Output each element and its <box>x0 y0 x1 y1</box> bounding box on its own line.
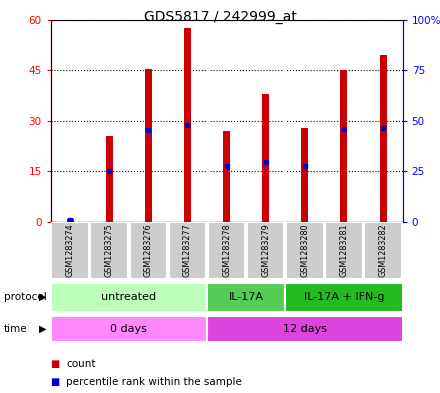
Text: untreated: untreated <box>101 292 156 302</box>
Text: GSM1283274: GSM1283274 <box>66 224 75 277</box>
Bar <box>380 55 387 222</box>
Bar <box>286 222 323 279</box>
Bar <box>341 70 348 222</box>
Text: GDS5817 / 242999_at: GDS5817 / 242999_at <box>143 10 297 24</box>
Text: GSM1283277: GSM1283277 <box>183 224 192 277</box>
Bar <box>247 222 285 279</box>
Text: ■: ■ <box>51 358 60 369</box>
Text: time: time <box>4 324 27 334</box>
Bar <box>364 222 402 279</box>
Text: GSM1283281: GSM1283281 <box>339 224 348 277</box>
Bar <box>207 283 285 312</box>
Bar <box>301 128 308 222</box>
Text: GSM1283276: GSM1283276 <box>144 224 153 277</box>
Bar <box>223 131 230 222</box>
Bar <box>184 28 191 222</box>
Bar <box>51 222 89 279</box>
Text: 0 days: 0 days <box>110 324 147 334</box>
Bar <box>208 222 246 279</box>
Text: GSM1283279: GSM1283279 <box>261 224 270 277</box>
Text: GSM1283275: GSM1283275 <box>105 224 114 277</box>
Bar <box>51 316 207 342</box>
Text: GSM1283278: GSM1283278 <box>222 224 231 277</box>
Text: count: count <box>66 358 95 369</box>
Text: 12 days: 12 days <box>283 324 327 334</box>
Text: percentile rank within the sample: percentile rank within the sample <box>66 377 242 387</box>
Bar <box>106 136 113 222</box>
Bar <box>207 316 403 342</box>
Text: ▶: ▶ <box>39 324 46 334</box>
Bar <box>66 219 73 222</box>
Text: ▶: ▶ <box>39 292 46 302</box>
Bar <box>285 283 403 312</box>
Text: GSM1283282: GSM1283282 <box>378 224 388 277</box>
Bar <box>130 222 167 279</box>
Bar <box>145 68 152 222</box>
Text: ■: ■ <box>51 377 60 387</box>
Bar <box>91 222 128 279</box>
Text: GSM1283280: GSM1283280 <box>301 224 309 277</box>
Bar <box>262 94 269 222</box>
Text: IL-17A: IL-17A <box>229 292 264 302</box>
Bar <box>51 283 207 312</box>
Bar <box>169 222 206 279</box>
Text: IL-17A + IFN-g: IL-17A + IFN-g <box>304 292 384 302</box>
Text: protocol: protocol <box>4 292 46 302</box>
Bar <box>325 222 363 279</box>
